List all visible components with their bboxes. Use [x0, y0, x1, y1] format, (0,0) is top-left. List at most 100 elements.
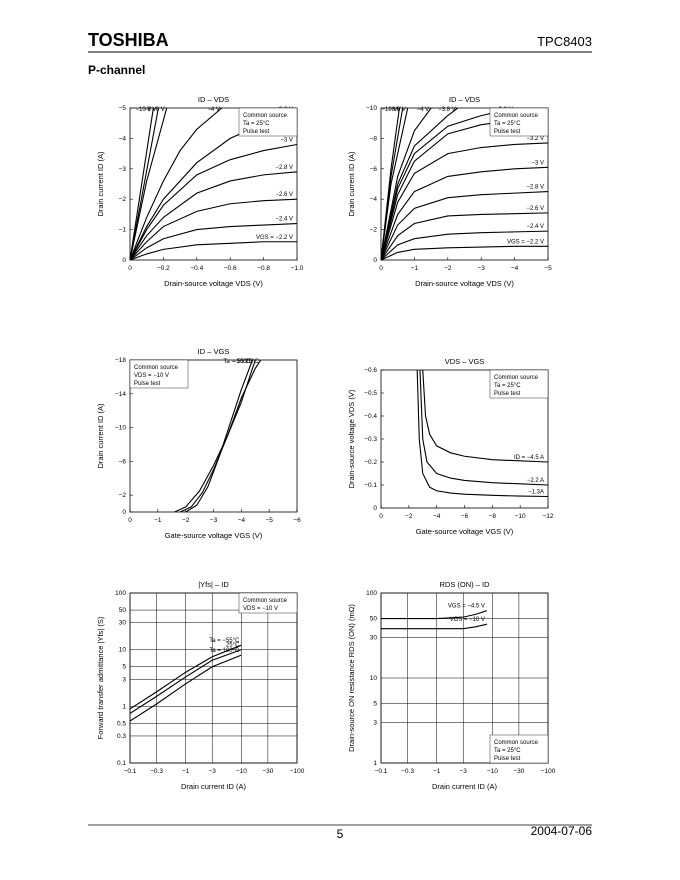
y-tick-label: 1: [373, 760, 377, 767]
x-tick-label: −1: [154, 517, 162, 524]
curve-label: −6 V: [152, 107, 165, 113]
y-tick-label: 0: [373, 257, 377, 264]
x-tick-label: −100: [290, 768, 305, 775]
x-tick-label: −1: [411, 265, 419, 272]
x-axis-label: Gate-source voltage VGS (V): [416, 527, 514, 536]
y-tick-label: 3: [122, 676, 126, 683]
y-tick-label: −3: [119, 166, 127, 173]
curve: [179, 360, 262, 512]
curve-label: −6 V: [393, 107, 406, 113]
curve: [174, 360, 256, 512]
curve-label: −2.2 A: [527, 478, 544, 484]
x-tick-label: −0.3: [401, 768, 414, 775]
curve-label: −3 V: [280, 137, 293, 143]
curve-label: ID = −4.5 A: [514, 455, 544, 461]
chart-title: RDS (ON) – ID: [439, 580, 490, 589]
y-tick-label: −14: [115, 391, 126, 398]
curve: [381, 623, 488, 630]
curve: [381, 212, 548, 260]
y-tick-label: 10: [370, 675, 378, 682]
x-tick-label: −3: [477, 265, 485, 272]
curve: [381, 108, 432, 260]
x-tick-label: −6: [461, 513, 469, 520]
y-tick-label: −0.3: [364, 436, 377, 443]
y-tick-label: −2: [119, 196, 127, 203]
curve: [130, 222, 297, 260]
curve-label: −10 V: [136, 107, 152, 113]
y-tick-label: 0: [122, 257, 126, 264]
plot-frame: [129, 107, 298, 261]
y-tick-label: 0.3: [117, 733, 126, 740]
x-tick-label: 0: [379, 513, 383, 520]
curve: [130, 171, 297, 260]
y-tick-label: 5: [373, 701, 377, 708]
curve-label: VGS = −10 V: [450, 617, 485, 623]
annotation: Pulse test: [134, 381, 161, 387]
annotation: Ta = 25°C: [494, 121, 521, 127]
curve: [416, 370, 548, 498]
annotation: Common source: [243, 113, 288, 119]
x-tick-label: 0: [379, 265, 383, 272]
curve-label: −10 V: [382, 107, 398, 113]
y-tick-label: −2: [119, 492, 127, 499]
curve-label: 25°C: [226, 643, 240, 649]
annotation: Pulse test: [494, 391, 521, 397]
x-tick-label: −10: [515, 513, 526, 520]
y-axis-label: Drain-source ON resistance RDS (ON) (mΩ): [347, 604, 356, 752]
page-number: 5: [337, 827, 344, 841]
x-tick-label: −8: [489, 513, 497, 520]
annotation-box: [238, 107, 298, 137]
x-tick-label: −0.4: [190, 265, 203, 272]
x-tick-label: −2: [444, 265, 452, 272]
curve: [130, 108, 223, 260]
curve: [130, 649, 242, 714]
date: 2004-07-06: [531, 824, 593, 838]
annotation-box: [238, 592, 298, 614]
y-tick-label: −0.1: [364, 482, 377, 489]
curve: [381, 166, 548, 260]
curve-label: −3.8 V: [438, 107, 456, 113]
curve: [419, 370, 548, 486]
curve: [185, 360, 253, 512]
y-tick-label: 30: [370, 634, 378, 641]
curve-label: −2.4 V: [526, 224, 544, 230]
curve: [130, 108, 159, 260]
curve: [130, 241, 297, 260]
curve-label: −2.8 V: [526, 185, 544, 191]
plot-frame: [129, 592, 298, 764]
curve: [130, 654, 242, 722]
annotation: VDS = −10 V: [243, 606, 278, 612]
curve-label: Ta = 100°C: [209, 648, 240, 654]
curve-label: 25°C: [245, 359, 259, 365]
curve-label: −8 V: [144, 107, 157, 113]
x-tick-label: −6: [293, 517, 301, 524]
y-tick-label: 100: [366, 590, 377, 597]
y-tick-label: −0.4: [364, 413, 377, 420]
x-tick-label: −1.0: [291, 265, 304, 272]
curve-label: Ta = 100°C: [223, 359, 254, 365]
curve: [130, 108, 154, 260]
y-tick-label: −0.6: [364, 367, 377, 374]
x-tick-label: −0.1: [124, 768, 137, 775]
curve: [381, 108, 459, 260]
curve-label: −8 V: [388, 107, 401, 113]
x-tick-label: −2: [182, 517, 190, 524]
x-tick-label: −4: [238, 517, 246, 524]
y-tick-label: 3: [373, 719, 377, 726]
y-tick-label: −0.5: [364, 390, 377, 397]
annotation: Common source: [494, 740, 539, 746]
x-tick-label: 0: [128, 517, 132, 524]
x-axis-label: Drain current ID (A): [432, 782, 498, 791]
plot-frame: [380, 369, 549, 509]
x-axis-label: Drain current ID (A): [181, 782, 247, 791]
annotation-box: [489, 369, 549, 399]
y-tick-label: 30: [119, 620, 127, 627]
plot-frame: [380, 592, 549, 764]
x-axis-label: Drain-source voltage VDS (V): [164, 279, 263, 288]
y-axis-label: Forward transfer admittance |Yfs| (S): [96, 616, 105, 739]
x-tick-label: −3: [210, 517, 218, 524]
x-tick-label: −4: [511, 265, 519, 272]
x-tick-label: −3: [460, 768, 468, 775]
curve-label: VGS = −2.2 V: [256, 235, 293, 241]
y-tick-label: −2: [370, 227, 378, 234]
